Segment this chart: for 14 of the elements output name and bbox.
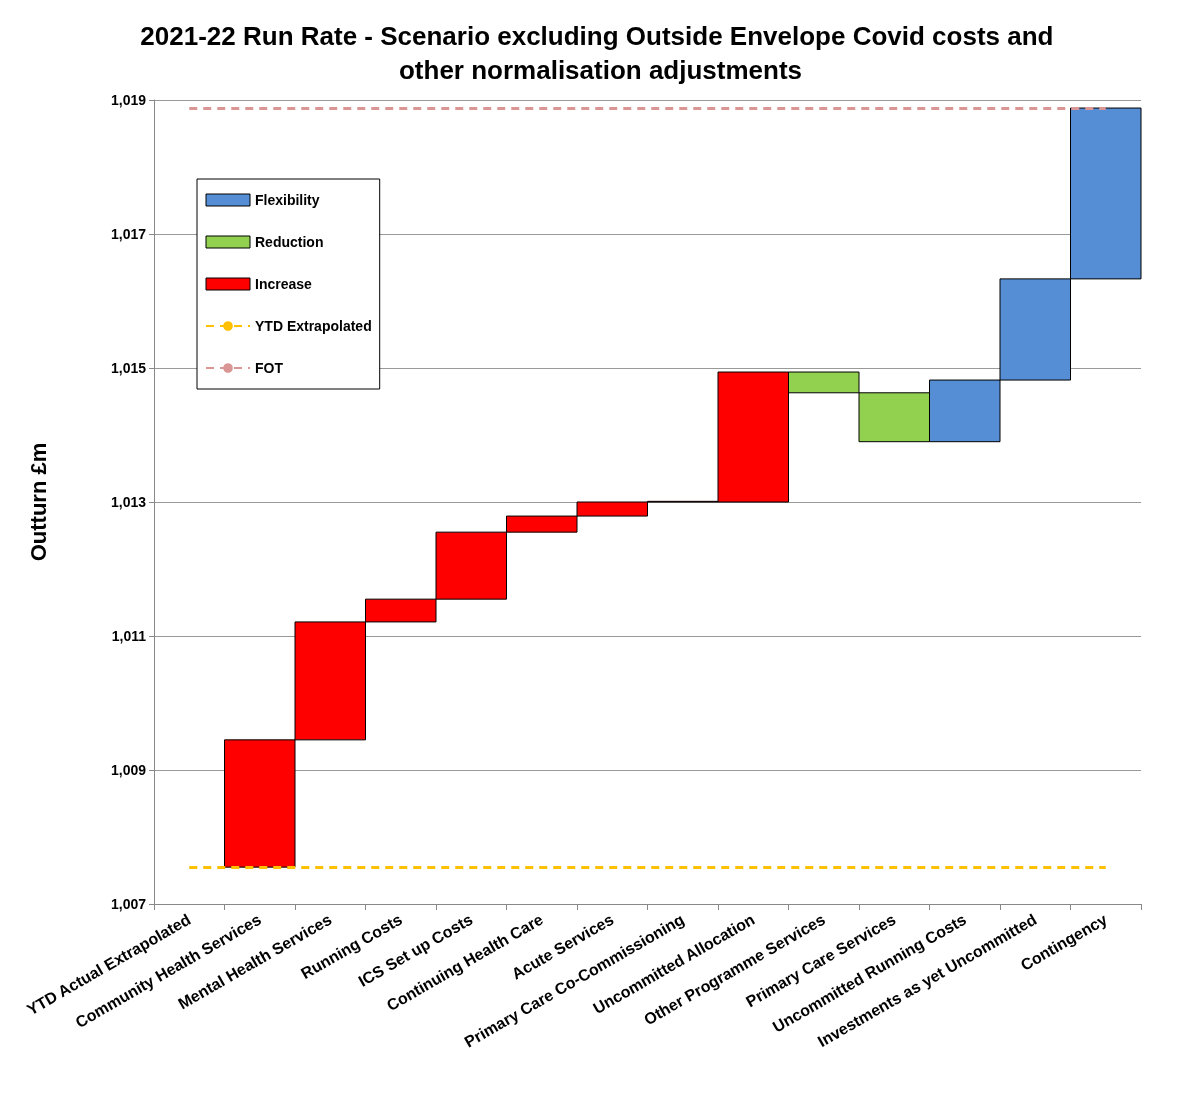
y-tick-label: 1,015 bbox=[110, 360, 147, 376]
legend-label: YTD Extrapolated bbox=[255, 318, 372, 334]
legend-label: Reduction bbox=[255, 234, 324, 250]
y-tick-label: 1,007 bbox=[110, 896, 147, 912]
y-tick-label: 1,013 bbox=[110, 494, 147, 510]
legend-label: Increase bbox=[255, 276, 313, 292]
y-tick-label: 1,019 bbox=[110, 92, 147, 108]
legend-label: FOT bbox=[255, 360, 284, 376]
y-tick-label: 1,017 bbox=[110, 226, 147, 242]
y-tick-label: 1,011 bbox=[111, 628, 147, 644]
legend-label: Flexibility bbox=[255, 192, 320, 208]
y-tick-label: 1,009 bbox=[110, 762, 147, 778]
chart-title: 2021-22 Run Rate - Scenario excluding Outside Envelope Covid costs and other normalisation adjustments bbox=[140, 21, 1061, 85]
y-axis-title: Outturn £m bbox=[25, 442, 51, 562]
